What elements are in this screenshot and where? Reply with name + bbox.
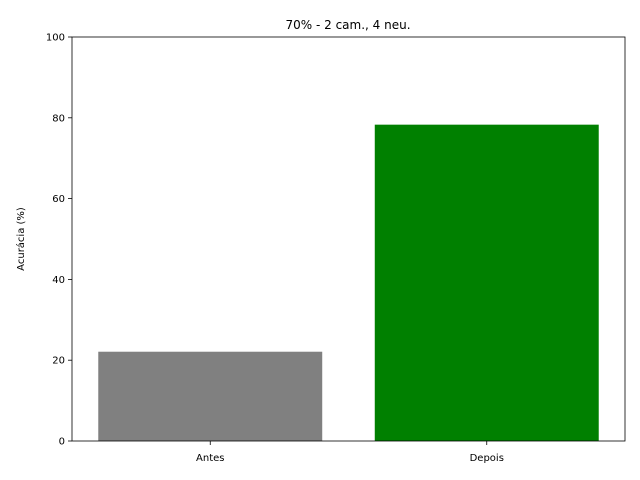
- y-tick-label: 40: [52, 275, 65, 286]
- x-tick-label: Depois: [470, 453, 504, 464]
- bar-antes: [98, 351, 323, 441]
- x-tick-label: Antes: [196, 453, 224, 464]
- y-tick-label: 0: [59, 437, 65, 448]
- chart-title: 70% - 2 cam., 4 neu.: [285, 18, 410, 32]
- y-tick-label: 60: [52, 194, 65, 205]
- bar-depois: [374, 124, 599, 441]
- plot-area: Antes Depois 0 20 40 60 80 100: [46, 33, 626, 464]
- y-tick-label: 100: [46, 33, 65, 44]
- y-tick-label: 80: [52, 113, 65, 124]
- y-tick-label: 20: [52, 356, 65, 367]
- axes-frame: [71, 36, 626, 442]
- y-axis-title: Acurácia (%): [15, 207, 27, 271]
